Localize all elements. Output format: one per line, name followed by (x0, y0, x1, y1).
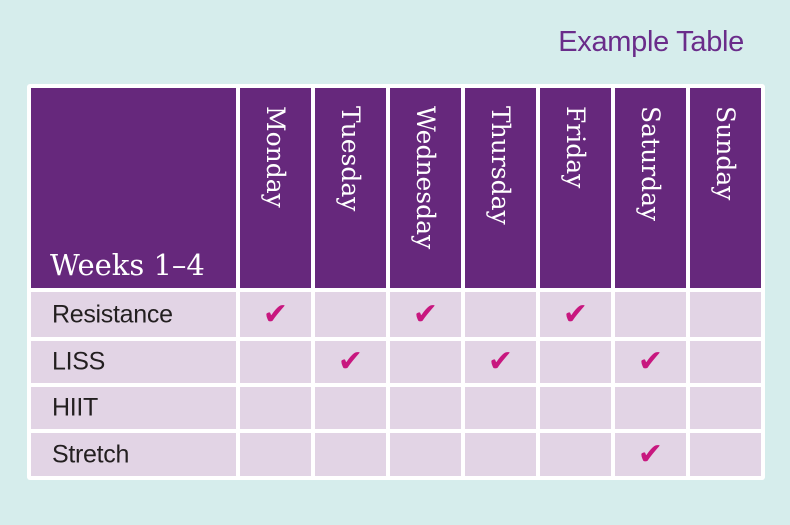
row-label-cell: HIIT (31, 387, 236, 429)
checkmark-icon: ✔ (337, 344, 364, 379)
table-cell (690, 433, 761, 476)
checkmark-icon: ✔ (262, 296, 289, 332)
row-label-cell: Stretch (31, 433, 236, 476)
table-cell (390, 387, 461, 429)
header-cell-wednesday: Wednesday (390, 88, 461, 288)
table-cell: ✔ (315, 341, 386, 383)
row-label: Stretch (52, 440, 130, 468)
day-label: Sunday (711, 106, 740, 201)
header-cell-tuesday: Tuesday (315, 88, 386, 288)
table-cell (240, 387, 311, 429)
table-cell (540, 433, 611, 476)
day-label: Tuesday (336, 106, 365, 212)
table-cell (315, 292, 386, 337)
header-cell-sunday: Sunday (690, 88, 761, 288)
row-label-cell: Resistance (31, 292, 236, 337)
row-label-cell: LISS (31, 341, 236, 383)
header-cell-thursday: Thursday (465, 88, 536, 288)
table-cell: ✔ (540, 292, 611, 337)
table-cell (465, 433, 536, 476)
table-cell (690, 387, 761, 429)
table-cell (465, 387, 536, 429)
table-cell (540, 341, 611, 383)
checkmark-icon: ✔ (487, 344, 514, 379)
table-cell (540, 387, 611, 429)
day-label: Friday (561, 106, 590, 189)
day-label: Monday (261, 106, 290, 208)
day-label: Wednesday (411, 106, 440, 250)
day-label: Thursday (486, 106, 515, 225)
checkmark-icon: ✔ (412, 296, 439, 332)
row-label: HIIT (52, 393, 99, 422)
table-cell (240, 341, 311, 383)
table-cell: ✔ (240, 292, 311, 337)
table-cell (615, 387, 686, 429)
header-cell-weeks: Weeks 1–4 (31, 88, 236, 288)
checkmark-icon: ✔ (562, 296, 589, 332)
table-caption: Example Table (558, 26, 744, 58)
table-cell (615, 292, 686, 337)
table-cell: ✔ (615, 341, 686, 383)
checkmark-icon: ✔ (637, 436, 664, 472)
weeks-label: Weeks 1–4 (50, 248, 205, 282)
table-cell (465, 292, 536, 337)
table-cell (315, 433, 386, 476)
header-cell-friday: Friday (540, 88, 611, 288)
table-cell: ✔ (465, 341, 536, 383)
table-cell: ✔ (615, 433, 686, 476)
header-cell-saturday: Saturday (615, 88, 686, 288)
table-cell (315, 387, 386, 429)
table-cell (690, 341, 761, 383)
table-cell (240, 433, 311, 476)
schedule-table: Weeks 1–4 Monday Tuesday Wednesday Thursday F… (27, 84, 765, 480)
row-label: LISS (52, 347, 105, 376)
checkmark-icon: ✔ (637, 344, 664, 379)
row-label: Resistance (52, 300, 173, 328)
day-label: Saturday (636, 106, 665, 222)
table-cell (390, 341, 461, 383)
table-cell: ✔ (390, 292, 461, 337)
table-cell (390, 433, 461, 476)
header-cell-monday: Monday (240, 88, 311, 288)
table-cell (690, 292, 761, 337)
